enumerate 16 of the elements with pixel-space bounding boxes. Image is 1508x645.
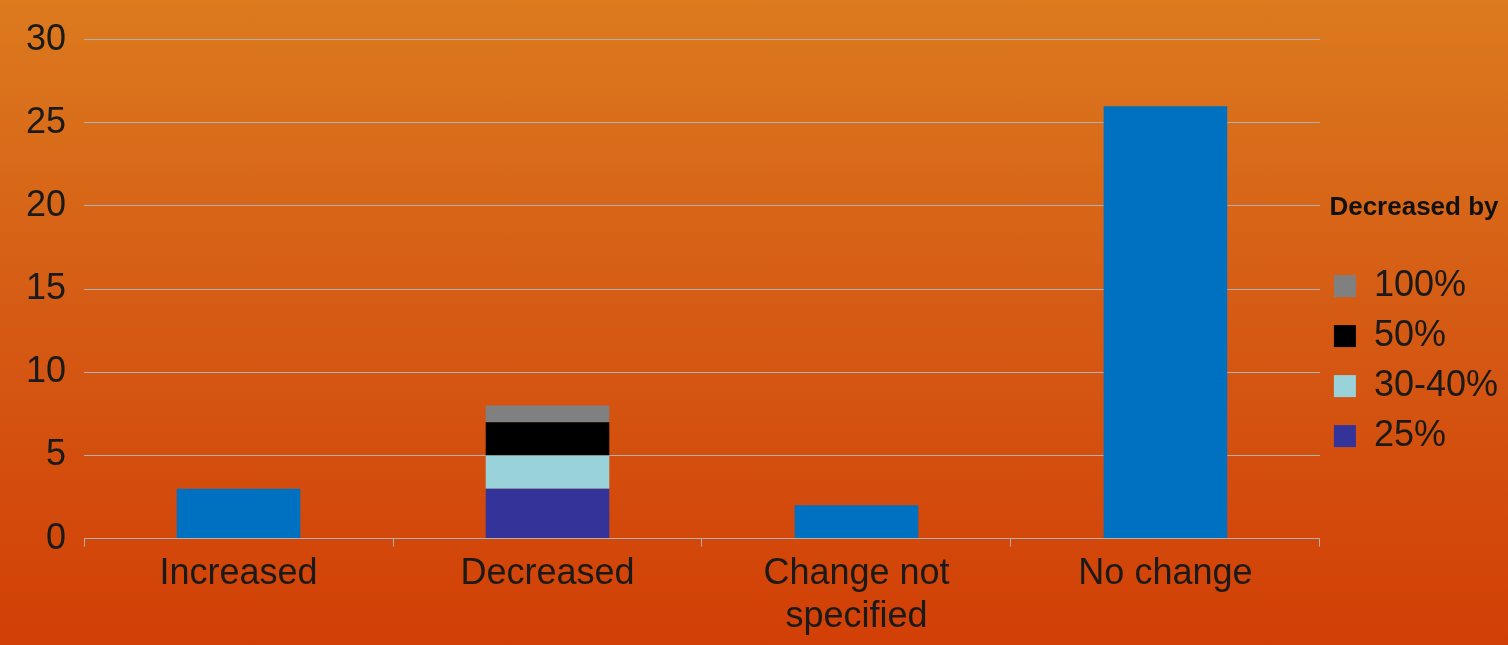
x-tick-label: Increased (159, 551, 318, 593)
y-tick-label: 10 (26, 349, 67, 391)
x-tick-label: Change not specified (763, 551, 950, 636)
y-tick-label: 20 (26, 182, 67, 224)
legend-title: Decreased by (1329, 191, 1500, 222)
legend-label: 100% (1373, 263, 1466, 305)
y-tick-label: 5 (46, 432, 67, 474)
y-tick-label: 0 (46, 515, 67, 557)
y-tick-label: 25 (26, 99, 67, 141)
y-tick-label: 15 (26, 266, 67, 308)
legend-label: 30-40% (1373, 363, 1499, 405)
x-tick-label: No change (1078, 551, 1253, 593)
x-tick-label: Decreased (460, 551, 635, 593)
y-tick-label: 30 (26, 16, 67, 58)
legend-label: 25% (1373, 413, 1446, 455)
legend-label: 50% (1373, 313, 1446, 355)
